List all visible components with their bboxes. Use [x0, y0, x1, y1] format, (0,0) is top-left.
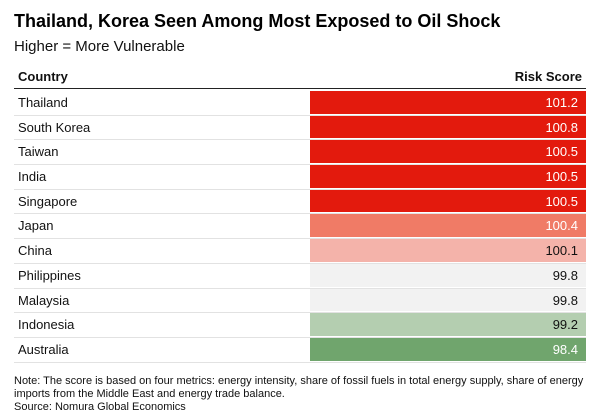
- country-label: Malaysia: [18, 292, 70, 308]
- chart-note: Note: The score is based on four metrics…: [14, 375, 584, 400]
- risk-score-value: 101.2: [545, 95, 578, 110]
- risk-score-cell: 100.4: [310, 214, 586, 238]
- country-label: Singapore: [18, 193, 78, 209]
- risk-score-value: 100.5: [545, 193, 578, 209]
- risk-score-cell: 100.5: [310, 189, 586, 213]
- risk-score-value: 99.2: [552, 317, 578, 333]
- table-body: Thailand 101.2 South Korea 100.8 Taiwan 100.5…: [14, 91, 586, 363]
- country-label: Thailand: [18, 95, 68, 110]
- risk-score-cell: 101.2: [310, 91, 586, 114]
- risk-score-value: 100.5: [545, 169, 578, 185]
- country-label: Australia: [18, 341, 69, 357]
- table-row: India 100.5: [14, 165, 586, 190]
- table-row: Indonesia 99.2: [14, 313, 586, 338]
- risk-table: Country Risk Score Thailand 101.2 South Ko…: [14, 66, 586, 363]
- country-label: Indonesia: [18, 317, 75, 333]
- country-label: China: [18, 243, 52, 259]
- country-label: Japan: [18, 218, 54, 234]
- column-header-risk-score: Risk Score: [514, 69, 582, 84]
- table-row: Singapore 100.5: [14, 189, 586, 215]
- risk-score-cell: 99.8: [310, 263, 586, 287]
- risk-score-value: 99.8: [552, 292, 578, 308]
- country-label: India: [18, 169, 47, 185]
- chart-source: Source: Nomura Global Economics: [14, 401, 186, 413]
- risk-score-value: 98.4: [552, 341, 578, 357]
- risk-score-cell: 100.5: [310, 165, 586, 188]
- column-header-country: Country: [18, 69, 68, 84]
- table-row: Australia 98.4: [14, 337, 586, 363]
- risk-score-cell: 98.4: [310, 337, 586, 361]
- country-label: Philippines: [18, 267, 81, 283]
- risk-score-cell: 100.5: [310, 140, 586, 164]
- table-row: Philippines 99.8: [14, 263, 586, 289]
- chart-title: Thailand, Korea Seen Among Most Exposed …: [14, 11, 501, 31]
- table-header: Country Risk Score: [14, 66, 586, 89]
- table-row: South Korea 100.8: [14, 115, 586, 141]
- country-label: South Korea: [18, 119, 91, 135]
- table-row: Malaysia 99.8: [14, 288, 586, 314]
- risk-score-value: 99.8: [552, 267, 578, 283]
- table-row: Taiwan 100.5: [14, 140, 586, 166]
- risk-score-cell: 100.8: [310, 115, 586, 139]
- table-row: China 100.1: [14, 239, 586, 264]
- risk-score-value: 100.5: [545, 144, 578, 160]
- risk-score-cell: 100.1: [310, 239, 586, 262]
- risk-score-value: 100.4: [545, 218, 578, 234]
- risk-score-value: 100.8: [545, 119, 578, 135]
- table-row: Japan 100.4: [14, 214, 586, 240]
- risk-score-cell: 99.2: [310, 313, 586, 336]
- table-row: Thailand 101.2: [14, 91, 586, 116]
- risk-score-cell: 99.8: [310, 288, 586, 312]
- risk-score-value: 100.1: [545, 243, 578, 259]
- chart-subtitle: Higher = More Vulnerable: [14, 38, 185, 55]
- country-label: Taiwan: [18, 144, 59, 160]
